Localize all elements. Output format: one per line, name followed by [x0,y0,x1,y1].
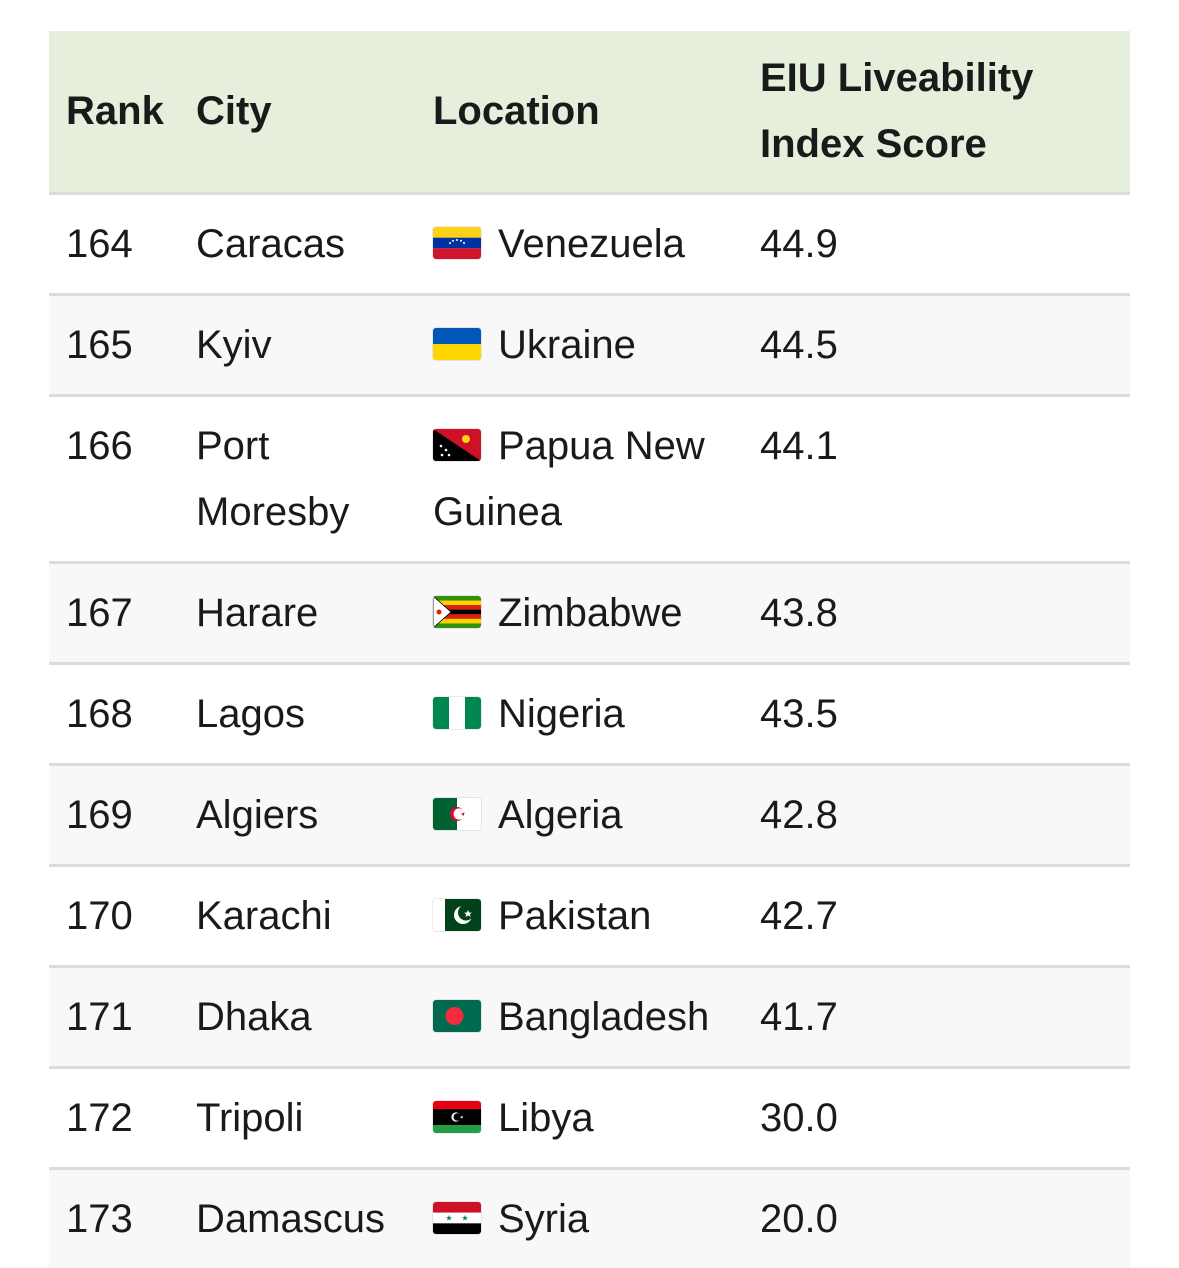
cell-city: Caracas [196,193,433,296]
country-name: Papua New Guinea [433,423,705,534]
country-name: Venezuela [498,221,685,266]
cell-location: Zimbabwe [433,562,760,665]
table-row: 167 Harare Zimbabwe 43.8 [49,562,1130,665]
cell-score: 43.8 [760,562,1130,665]
header-score: EIU Liveability Index Score [760,31,1130,195]
libya-flag-icon [433,1100,481,1133]
country-name: Libya [498,1095,594,1140]
cell-score: 41.7 [760,966,1130,1069]
cell-location: Papua New Guinea [433,395,760,564]
header-score-line1: EIU Liveability [760,56,1034,101]
table-row: 165 Kyiv Ukraine 44.5 [49,294,1130,397]
cell-rank: 169 [49,764,196,867]
header-rank: Rank [49,31,196,195]
cell-location: Pakistan [433,865,760,968]
country-name: Pakistan [498,893,652,938]
cell-score: 30.0 [760,1067,1130,1170]
cell-city: Algiers [196,764,433,867]
cell-score: 44.5 [760,294,1130,397]
cell-rank: 170 [49,865,196,968]
cell-rank: 164 [49,193,196,296]
header-score-line2: Index Score [760,122,987,167]
cell-score: 42.7 [760,865,1130,968]
country-name: Ukraine [498,322,636,367]
cell-rank: 167 [49,562,196,665]
table-row: 168 Lagos Nigeria 43.5 [49,663,1130,766]
pakistan-flag-icon [433,898,481,931]
country-name: Algeria [498,792,623,837]
table-row: 170 Karachi Pakistan 42.7 [49,865,1130,968]
papua-new-guinea-flag-icon [433,428,481,461]
table-row: 172 Tripoli Libya 30.0 [49,1067,1130,1170]
cell-location: Syria [433,1168,760,1268]
cell-location: Algeria [433,764,760,867]
cell-rank: 165 [49,294,196,397]
cell-score: 42.8 [760,764,1130,867]
cell-rank: 173 [66,1196,133,1241]
liveability-table: Rank City Location EIU Liveability Index … [49,31,1130,1268]
algeria-flag-icon [433,797,481,830]
country-name: Nigeria [498,691,625,736]
table-row: 173 Damascus Syria 20.0 [49,1168,1130,1268]
cell-rank: 168 [49,663,196,766]
syria-flag-icon [433,1201,481,1234]
table-row: 171 Dhaka Bangladesh 41.7 [49,966,1130,1069]
cell-score: 44.1 [760,395,1130,564]
country-name: Syria [498,1196,590,1241]
cell-location: Venezuela [433,193,760,296]
cell-rank: 172 [49,1067,196,1170]
cell-location: Libya [433,1067,760,1170]
cell-score: 20.0 [760,1196,838,1241]
cell-city: Tripoli [196,1067,433,1170]
nigeria-flag-icon [433,696,481,729]
bangladesh-flag-icon [433,999,481,1032]
table-row: 166 Port Moresby Papua New Guinea 44.1 [49,395,1130,564]
cell-location: Bangladesh [433,966,760,1069]
table-header-row: Rank City Location EIU Liveability Index … [49,31,1130,195]
cell-score: 44.9 [760,193,1130,296]
table-row: 169 Algiers Algeria 42.8 [49,764,1130,867]
table-row: 164 Caracas Venezuela 44.9 [49,193,1130,296]
cell-city: Port Moresby [196,395,433,564]
cell-city: Kyiv [196,294,433,397]
cell-location: Ukraine [433,294,760,397]
cell-score: 43.5 [760,663,1130,766]
cell-city: Harare [196,562,433,665]
cell-city: Dhaka [196,966,433,1069]
cell-city: Lagos [196,663,433,766]
header-city: City [196,31,433,195]
cell-location: Nigeria [433,663,760,766]
cell-city: Damascus [196,1196,385,1241]
country-name: Bangladesh [498,994,710,1039]
header-location: Location [433,31,760,195]
cell-rank: 171 [49,966,196,1069]
cell-rank: 166 [49,395,196,564]
country-name: Zimbabwe [498,590,683,635]
ukraine-flag-icon [433,327,481,360]
cell-city: Karachi [196,865,433,968]
zimbabwe-flag-icon [433,595,481,628]
venezuela-flag-icon [433,226,481,259]
